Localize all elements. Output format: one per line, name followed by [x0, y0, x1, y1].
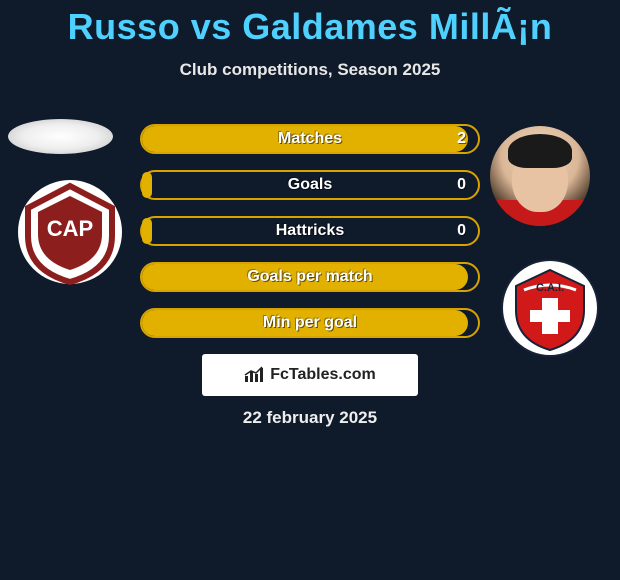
- stat-row-matches: Matches 2: [140, 124, 480, 154]
- stat-label: Goals: [142, 172, 478, 198]
- stat-row-min-per-goal: Min per goal: [140, 308, 480, 338]
- russo-avatar: [8, 119, 113, 154]
- stat-label: Matches: [142, 126, 478, 152]
- stat-value: 0: [457, 218, 466, 244]
- stat-value: 2: [457, 126, 466, 152]
- attribution-text: FcTables.com: [270, 366, 376, 384]
- stat-row-goals-per-match: Goals per match: [140, 262, 480, 292]
- club-right-text: C.A.I.: [536, 282, 564, 294]
- stat-label: Hattricks: [142, 218, 478, 244]
- subtitle: Club competitions, Season 2025: [0, 60, 620, 80]
- galdames-millan-avatar: [490, 126, 590, 226]
- bar-chart-icon: [244, 366, 266, 384]
- stat-label: Goals per match: [142, 264, 478, 290]
- attribution-box[interactable]: FcTables.com: [202, 354, 418, 396]
- club-left-text: CAP: [47, 216, 93, 241]
- page-title: Russo vs Galdames MillÃ¡n: [0, 0, 620, 48]
- stats-block: Matches 2 Goals 0 Hattricks 0 Goals per …: [140, 124, 480, 354]
- stat-row-hattricks: Hattricks 0: [140, 216, 480, 246]
- club-independiente-badge: C.A.I.: [500, 258, 600, 358]
- stat-label: Min per goal: [142, 310, 478, 336]
- stat-value: 0: [457, 172, 466, 198]
- club-platense-badge: CAP: [16, 178, 124, 286]
- date-text: 22 february 2025: [0, 408, 620, 428]
- stat-row-goals: Goals 0: [140, 170, 480, 200]
